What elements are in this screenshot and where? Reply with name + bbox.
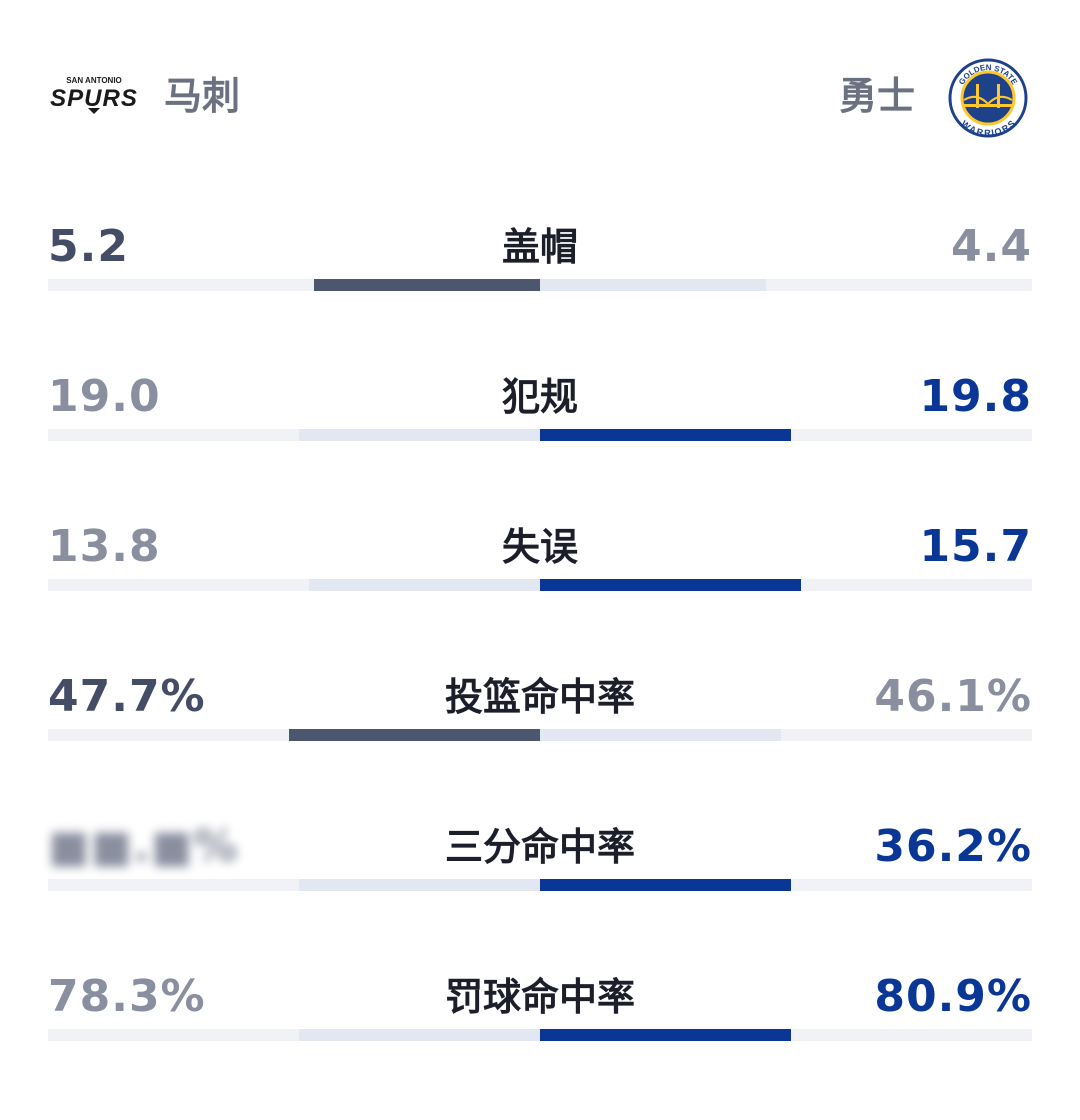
stat-label: 罚球命中率	[444, 975, 635, 1019]
stat-bar-left	[309, 579, 540, 591]
svg-text:SAN ANTONIO: SAN ANTONIO	[66, 76, 122, 85]
stat-label: 投篮命中率	[444, 675, 635, 719]
stat-bar-right	[540, 1029, 791, 1041]
matchup-header: SAN ANTONIO SPURS 马刺 勇士 GOLDEN STATE WAR…	[0, 0, 1080, 190]
svg-text:SPURS: SPURS	[50, 85, 138, 112]
stat-bar-track	[48, 879, 1032, 891]
spurs-logo-icon: SAN ANTONIO SPURS	[48, 74, 140, 114]
stat-right-value: 4.4	[951, 221, 1032, 272]
stat-row-three-point-pct: ■■.■% 三分命中率 36.2%	[48, 820, 1032, 970]
stat-label: 犯规	[501, 375, 578, 419]
stats-comparison-list: 5.2 盖帽 4.4 19.0 犯规 19.8 13.8 失误 15.7 47.…	[48, 220, 1032, 1120]
stat-bar-left	[289, 729, 540, 741]
stat-bar-right	[540, 429, 791, 441]
stat-bar-track	[48, 1029, 1032, 1041]
stat-bar-right	[540, 729, 781, 741]
stat-left-value: 78.3%	[48, 971, 206, 1022]
stat-right-value: 15.7	[919, 521, 1032, 572]
stat-bar-track	[48, 729, 1032, 741]
stat-left-value: 13.8	[48, 521, 161, 572]
stat-bar-left	[299, 429, 540, 441]
stat-label: 失误	[501, 525, 578, 569]
stat-bar-right	[540, 279, 766, 291]
stat-right-value: 19.8	[919, 371, 1032, 422]
stat-row-blocks: 5.2 盖帽 4.4	[48, 220, 1032, 370]
stat-bar-track	[48, 579, 1032, 591]
warriors-logo-icon: GOLDEN STATE WARRIORS	[948, 58, 1028, 138]
left-team-name: 马刺	[164, 74, 241, 118]
stat-bar-track	[48, 429, 1032, 441]
stat-bar-left	[299, 879, 540, 891]
right-team-name: 勇士	[838, 74, 915, 118]
stat-row-turnovers: 13.8 失误 15.7	[48, 520, 1032, 670]
stat-row-fouls: 19.0 犯规 19.8	[48, 370, 1032, 520]
stat-row-free-throw-pct: 78.3% 罚球命中率 80.9%	[48, 970, 1032, 1120]
stat-right-value: 80.9%	[874, 971, 1032, 1022]
stat-left-value: 19.0	[48, 371, 161, 422]
stat-bar-left	[299, 1029, 540, 1041]
stat-row-field-goal-pct: 47.7% 投篮命中率 46.1%	[48, 670, 1032, 820]
blurred-value: ■■.■%	[48, 821, 239, 872]
stat-bar-track	[48, 279, 1032, 291]
stat-bar-right	[540, 579, 801, 591]
stat-label: 盖帽	[501, 225, 578, 269]
stat-left-value: 5.2	[48, 221, 129, 272]
stat-bar-left	[314, 279, 540, 291]
stat-left-value-blurred: ■■.■%	[48, 820, 239, 874]
stat-bar-right	[540, 879, 791, 891]
stat-label: 三分命中率	[444, 825, 635, 869]
stat-right-value: 46.1%	[874, 671, 1032, 722]
stat-left-value: 47.7%	[48, 671, 206, 722]
stat-right-value: 36.2%	[874, 821, 1032, 872]
